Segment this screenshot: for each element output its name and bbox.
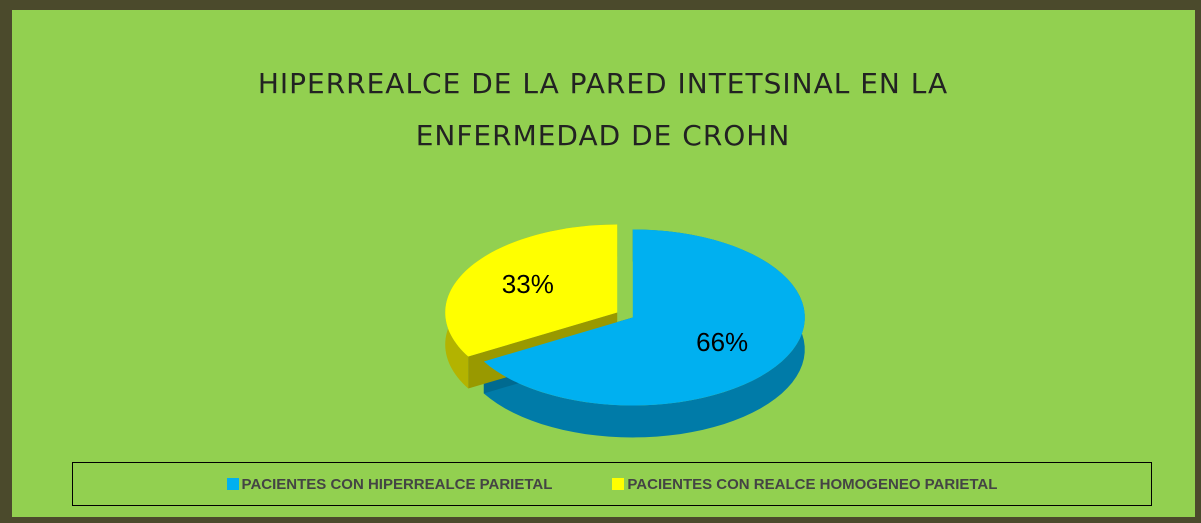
data-label: 66% <box>696 327 748 357</box>
chart-area: HIPERREALCE DE LA PARED INTETSINAL EN LA… <box>12 10 1195 517</box>
pie-slice <box>445 224 618 357</box>
legend-item: PACIENTES CON HIPERREALCE PARIETAL <box>226 475 553 493</box>
legend-label: PACIENTES CON HIPERREALCE PARIETAL <box>241 475 553 493</box>
legend-swatch <box>226 478 239 490</box>
pie-slice <box>483 229 805 406</box>
data-label: 33% <box>502 269 554 299</box>
legend-label: PACIENTES CON REALCE HOMOGENEO PARIETAL <box>627 475 998 493</box>
chart-title: HIPERREALCE DE LA PARED INTETSINAL EN LA… <box>257 67 949 152</box>
legend-item: PACIENTES CON REALCE HOMOGENEO PARIETAL <box>612 476 997 493</box>
legend: PACIENTES CON HIPERREALCE PARIETAL PACIEN… <box>72 462 1152 506</box>
legend-swatch <box>612 478 625 490</box>
pie-plot: 66% 33% <box>445 224 805 438</box>
